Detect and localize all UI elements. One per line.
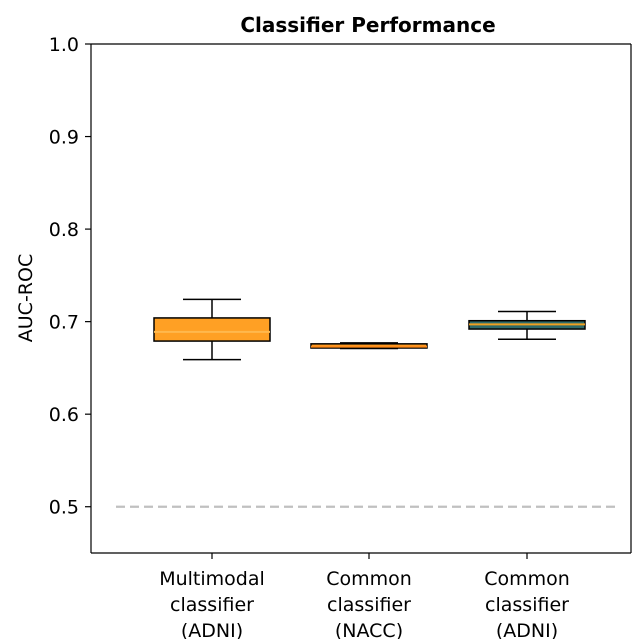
x-category-label: Multimodal (159, 568, 265, 590)
x-category-label: (NACC) (335, 620, 403, 639)
plot-area: 0.5 0.6 0.7 0.8 0.9 1.0 Multimodal classifier (A… (49, 34, 632, 639)
y-axis-label: AUC-ROC (15, 254, 37, 342)
x-category-label: Common (326, 568, 412, 590)
x-category-label: Common (484, 568, 570, 590)
x-category-label: classifier (327, 594, 411, 616)
y-tick-label: 0.9 (49, 127, 79, 149)
y-tick-label: 0.5 (49, 497, 79, 519)
x-category-label: classifier (485, 594, 569, 616)
box (153, 317, 271, 342)
x-category-label: (ADNI) (181, 620, 243, 639)
y-tick-label: 0.6 (49, 404, 79, 426)
y-tick-label: 1.0 (49, 34, 79, 56)
x-category-label: classifier (170, 594, 254, 616)
chart-title: Classifier Performance (240, 13, 495, 37)
x-category-label: (ADNI) (496, 620, 558, 639)
y-tick-label: 0.8 (49, 219, 79, 241)
y-tick-label: 0.7 (49, 312, 79, 334)
